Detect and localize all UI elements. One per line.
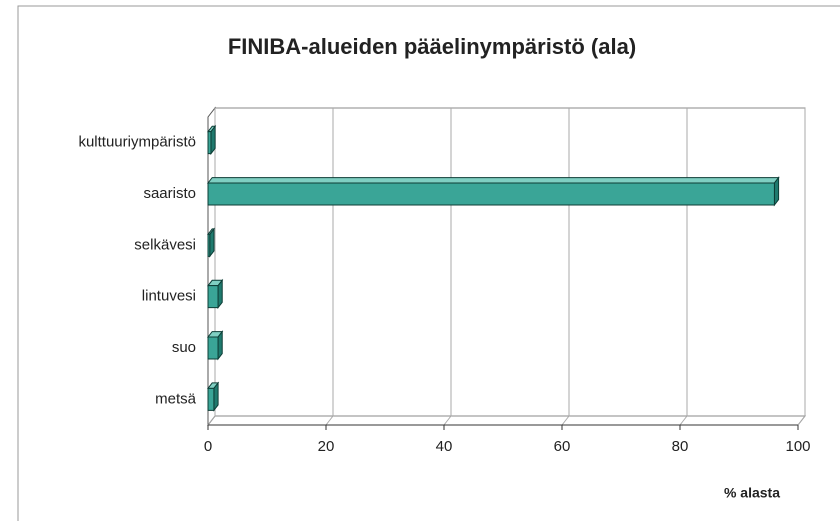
grid-line [207, 108, 216, 426]
grid-line [325, 108, 334, 426]
grid-line [443, 108, 452, 426]
y-tick-label: lintuvesi [142, 288, 196, 305]
x-tick-label: 0 [204, 438, 212, 455]
bar-side [209, 227, 215, 258]
bar-front [207, 233, 211, 257]
bar-side [210, 124, 216, 156]
bar-front [207, 285, 219, 309]
x-axis-title: % alasta [724, 485, 780, 501]
floor [206, 415, 807, 426]
y-tick-label: metsä [155, 390, 197, 407]
grid-line [679, 108, 688, 426]
grid-line [797, 108, 806, 426]
x-tick-label: 100 [785, 438, 810, 455]
bar-front [207, 131, 212, 155]
bar [206, 227, 215, 258]
x-tick-label: 20 [318, 438, 335, 455]
bar [206, 381, 220, 412]
y-tick-label: selkävesi [134, 236, 196, 253]
y-tick-label: kulttuuriympäristö [78, 134, 196, 151]
x-tick-label: 80 [672, 438, 689, 455]
bar [206, 176, 780, 207]
bar-side [217, 330, 223, 361]
bar [206, 330, 224, 361]
bar-side [773, 176, 780, 207]
bar-top [206, 177, 780, 184]
bar [206, 278, 224, 310]
bar-front [207, 336, 219, 360]
side-wall [207, 106, 216, 427]
bar-side [217, 278, 223, 310]
grid-line [561, 108, 570, 426]
back-wall [214, 107, 806, 417]
bar-front [207, 182, 775, 206]
y-tick-label: saaristo [143, 185, 196, 202]
bar-front [207, 387, 215, 411]
y-tick-label: suo [172, 339, 196, 356]
chart-title: FINIBA-alueiden pääelinympäristö (ala) [228, 34, 636, 59]
bar [206, 124, 217, 156]
x-tick-label: 40 [436, 438, 453, 455]
x-tick-label: 60 [554, 438, 571, 455]
bar-side [213, 381, 219, 412]
